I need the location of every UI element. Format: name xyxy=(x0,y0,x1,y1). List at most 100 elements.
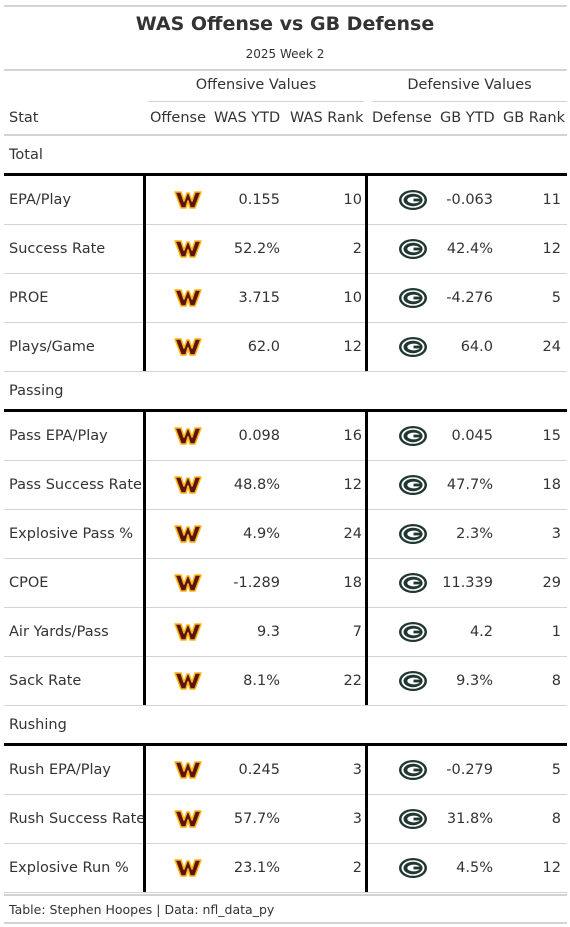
offensive-spanner-line xyxy=(148,101,364,102)
table-row: Plays/Game 62.0 12 64.0 24 xyxy=(4,323,567,372)
stat-name: CPOE xyxy=(9,575,49,591)
green-bay-packers-icon xyxy=(398,523,428,549)
gb-ytd-value: 11.339 xyxy=(442,575,493,591)
was-rank-value: 16 xyxy=(343,428,362,444)
was-rank-value: 18 xyxy=(343,575,362,591)
was-rank-value: 22 xyxy=(343,673,362,689)
was-rank-value: 3 xyxy=(352,811,362,827)
column-divider xyxy=(365,410,368,705)
gb-ytd-value: -4.276 xyxy=(446,290,493,306)
group-label-rushing: Rushing xyxy=(9,717,67,733)
group-label-passing: Passing xyxy=(9,383,64,399)
table-row: Pass Success Rate 48.8% 12 47.7% 18 xyxy=(4,461,567,510)
row-separator xyxy=(4,273,567,274)
green-bay-packers-icon xyxy=(398,474,428,500)
gb-ytd-value: 47.7% xyxy=(446,477,493,493)
was-ytd-value: 0.155 xyxy=(238,192,280,208)
washington-commanders-icon xyxy=(174,572,202,598)
was-ytd-value: 9.3 xyxy=(256,624,280,640)
gb-rank-value: 3 xyxy=(551,526,561,542)
table-row: EPA/Play 0.155 10 -0.063 11 xyxy=(4,176,567,225)
washington-commanders-icon xyxy=(174,287,202,313)
was-ytd-value: 23.1% xyxy=(233,860,280,876)
column-header-rule xyxy=(4,134,567,136)
stat-name: Success Rate xyxy=(9,241,106,257)
stat-name: EPA/Play xyxy=(9,192,72,208)
row-separator xyxy=(4,460,567,461)
col-header-defense: Defense xyxy=(372,110,432,126)
gb-rank-value: 12 xyxy=(542,241,561,257)
column-divider xyxy=(143,174,146,371)
was-ytd-value: 52.2% xyxy=(233,241,280,257)
gb-rank-value: 12 xyxy=(542,860,561,876)
stat-name: Sack Rate xyxy=(9,673,82,689)
stat-name: Air Yards/Pass xyxy=(9,624,109,640)
column-divider xyxy=(143,744,146,892)
col-header-off-ytd: WAS YTD xyxy=(214,110,281,126)
group-label-total: Total xyxy=(9,147,43,163)
row-separator xyxy=(4,509,567,510)
washington-commanders-icon xyxy=(174,808,202,834)
table-row: CPOE -1.289 18 11.339 29 xyxy=(4,559,567,608)
was-rank-value: 10 xyxy=(343,290,362,306)
washington-commanders-icon xyxy=(174,238,202,264)
table-subtitle: 2025 Week 2 xyxy=(245,47,325,61)
green-bay-packers-icon xyxy=(398,189,428,215)
gb-ytd-value: 4.2 xyxy=(469,624,493,640)
group-top-rule xyxy=(4,409,567,412)
washington-commanders-icon xyxy=(174,759,202,785)
gb-rank-value: 5 xyxy=(551,762,561,778)
footer-rule xyxy=(4,922,567,924)
green-bay-packers-icon xyxy=(398,238,428,264)
was-ytd-value: 62.0 xyxy=(247,339,280,355)
was-rank-value: 2 xyxy=(352,241,362,257)
gb-ytd-value: -0.279 xyxy=(446,762,493,778)
gb-ytd-value: -0.063 xyxy=(446,192,493,208)
defensive-values-spanner: Defensive Values xyxy=(407,77,532,93)
gb-ytd-value: 31.8% xyxy=(446,811,493,827)
row-separator xyxy=(4,224,567,225)
table-row: Rush Success Rate 57.7% 3 31.8% 8 xyxy=(4,795,567,844)
gb-rank-value: 11 xyxy=(542,192,561,208)
table-row: Success Rate 52.2% 2 42.4% 12 xyxy=(4,225,567,274)
gb-rank-value: 8 xyxy=(551,811,561,827)
washington-commanders-icon xyxy=(174,523,202,549)
stat-name: Explosive Pass % xyxy=(9,526,134,542)
green-bay-packers-icon xyxy=(398,808,428,834)
table-row: Sack Rate 8.1% 22 9.3% 8 xyxy=(4,657,567,706)
gb-ytd-value: 42.4% xyxy=(446,241,493,257)
was-ytd-value: 48.8% xyxy=(233,477,280,493)
was-ytd-value: 0.245 xyxy=(238,762,280,778)
col-header-offense: Offense xyxy=(150,110,206,126)
was-rank-value: 24 xyxy=(343,526,362,542)
was-rank-value: 12 xyxy=(343,339,362,355)
gb-ytd-value: 64.0 xyxy=(460,339,493,355)
green-bay-packers-icon xyxy=(398,759,428,785)
was-rank-value: 3 xyxy=(352,762,362,778)
washington-commanders-icon xyxy=(174,425,202,451)
stat-name: Rush EPA/Play xyxy=(9,762,111,778)
gb-ytd-value: 4.5% xyxy=(456,860,493,876)
gb-ytd-value: 2.3% xyxy=(456,526,493,542)
stat-name: Explosive Run % xyxy=(9,860,129,876)
column-divider xyxy=(365,174,368,371)
col-header-stat: Stat xyxy=(9,110,39,126)
column-divider xyxy=(365,744,368,892)
row-separator xyxy=(4,892,567,893)
row-separator xyxy=(4,558,567,559)
table-row: Rush EPA/Play 0.245 3 -0.279 5 xyxy=(4,746,567,795)
col-header-off-rank: WAS Rank xyxy=(290,110,364,126)
row-separator xyxy=(4,607,567,608)
gb-ytd-value: 9.3% xyxy=(456,673,493,689)
washington-commanders-icon xyxy=(174,336,202,362)
defensive-spanner-line xyxy=(372,101,567,102)
green-bay-packers-icon xyxy=(398,425,428,451)
stat-name: Pass Success Rate xyxy=(9,477,142,493)
gb-rank-value: 8 xyxy=(551,673,561,689)
source-note: Table: Stephen Hoopes | Data: nfl_data_p… xyxy=(9,902,275,917)
washington-commanders-icon xyxy=(174,670,202,696)
row-separator xyxy=(4,794,567,795)
washington-commanders-icon xyxy=(174,474,202,500)
col-header-def-ytd: GB YTD xyxy=(440,110,495,126)
green-bay-packers-icon xyxy=(398,287,428,313)
